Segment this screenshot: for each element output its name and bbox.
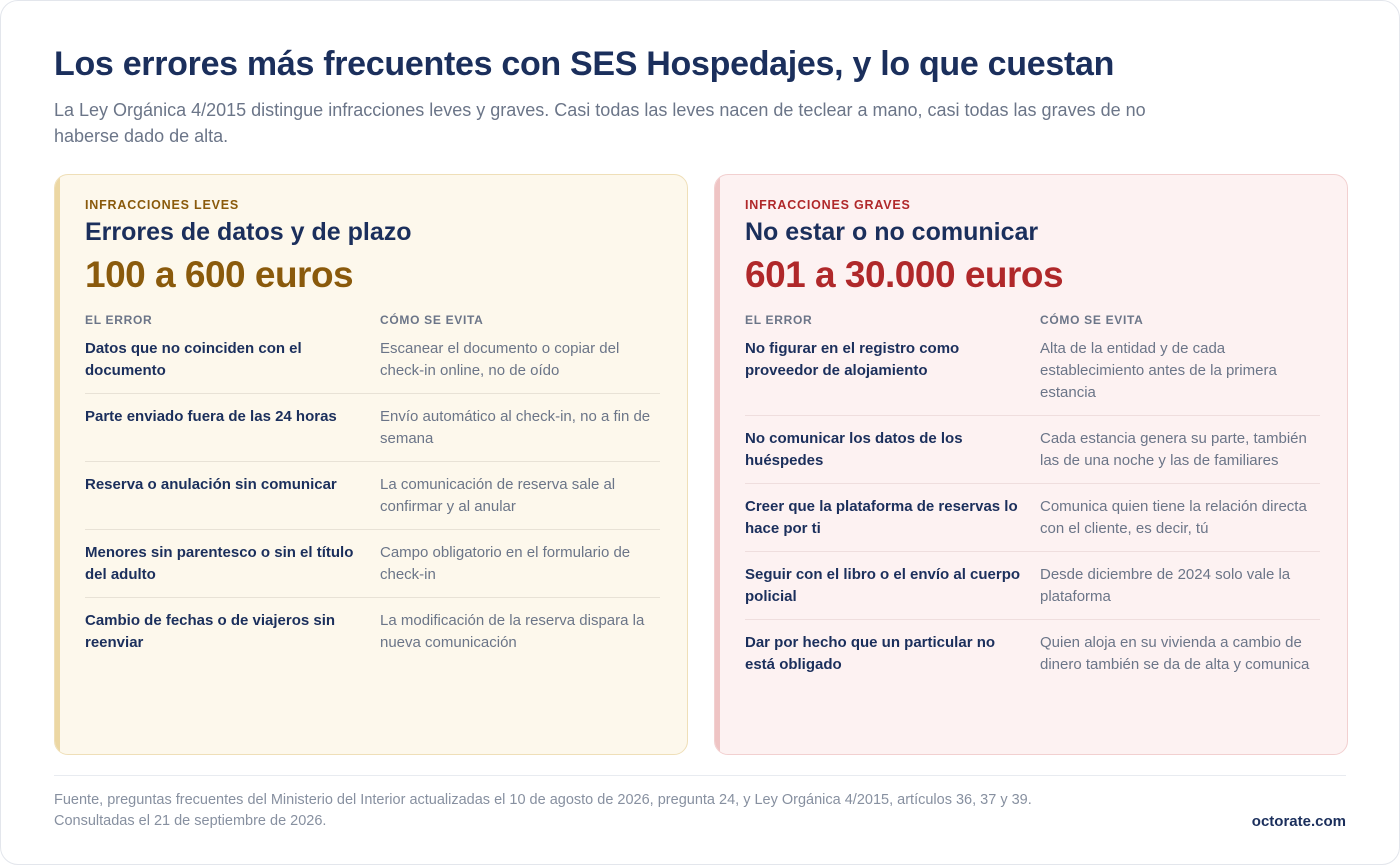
fix-cell: Quien aloja en su vivienda a cambio de d… [1040,634,1310,673]
card-infracciones-leves: INFRACCIONES LEVES Errores de datos y de… [54,174,688,755]
fix-cell: Comunica quien tiene la relación directa… [1040,498,1307,537]
fine-amount: 100 a 600 euros [85,254,354,295]
fix-cell: Envío automático al check-in, no a fin d… [380,408,651,447]
source-line: Fuente, preguntas frecuentes del Ministe… [54,792,1032,808]
card-infracciones-graves: INFRACCIONES GRAVES No estar o no comuni… [714,174,1348,755]
error-cell: Cambio de fechas o de viajeros sin reenv… [85,612,336,651]
error-cell: Parte enviado fuera de las 24 horas [85,408,337,425]
fix-cell: Escanear el documento o copiar del check… [380,340,620,379]
table-row: Dar por hecho que un particular no está … [745,620,1320,687]
page-subtitle: La Ley Orgánica 4/2015 distingue infracc… [54,100,1146,146]
table-row: No figurar en el registro como proveedor… [745,338,1320,416]
card-kicker: INFRACCIONES GRAVES [745,198,911,212]
fix-cell: Desde diciembre de 2024 solo vale la pla… [1040,566,1291,605]
error-cell: Datos que no coinciden con el documento [85,340,302,379]
error-cell: Seguir con el libro o el envío al cuerpo… [745,566,1021,605]
source-line: Consultadas el 21 de septiembre de 2026. [54,813,327,829]
table-row: Menores sin parentesco o sin el título d… [85,530,660,598]
source-note: Fuente, preguntas frecuentes del Ministe… [54,790,1154,832]
column-header-fix: CÓMO SE EVITA [1040,313,1144,327]
fine-amount: 601 a 30.000 euros [745,254,1064,295]
table-row: Creer que la plataforma de reservas lo h… [745,484,1320,552]
footer-divider [54,775,1346,776]
column-header-error: EL ERROR [745,313,813,327]
error-cell: Creer que la plataforma de reservas lo h… [745,498,1018,537]
table-body: Datos que no coinciden con el documento … [85,338,660,665]
table-row: Parte enviado fuera de las 24 horas Enví… [85,394,660,462]
table-header: EL ERROR CÓMO SE EVITA [85,313,660,327]
error-cell: Menores sin parentesco o sin el título d… [85,544,354,583]
column-header-fix: CÓMO SE EVITA [380,313,484,327]
error-cell: Reserva o anulación sin comunicar [85,476,337,493]
table-row: Datos que no coinciden con el documento … [85,338,660,394]
page-title: Los errores más frecuentes con SES Hospe… [54,45,1115,83]
fix-cell: Cada estancia genera su parte, también l… [1040,430,1307,469]
fix-cell: Campo obligatorio en el formulario de ch… [380,544,631,583]
card-title: Errores de datos y de plazo [85,218,412,246]
brand-link[interactable]: octorate.com [1251,813,1346,830]
card-kicker: INFRACCIONES LEVES [85,198,239,212]
fix-cell: La comunicación de reserva sale al confi… [380,476,616,515]
column-header-error: EL ERROR [85,313,153,327]
fix-cell: La modificación de la reserva dispara la… [380,612,645,651]
table-row: No comunicar los datos de los huéspedes … [745,416,1320,484]
card-title: No estar o no comunicar [745,218,1039,246]
error-cell: Dar por hecho que un particular no está … [745,634,996,673]
table-body: No figurar en el registro como proveedor… [745,338,1320,687]
table-row: Seguir con el libro o el envío al cuerpo… [745,552,1320,620]
table-header: EL ERROR CÓMO SE EVITA [745,313,1320,327]
table-row: Reserva o anulación sin comunicar La com… [85,462,660,530]
fix-cell: Alta de la entidad y de cada establecimi… [1040,340,1277,401]
error-cell: No figurar en el registro como proveedor… [745,340,960,379]
table-row: Cambio de fechas o de viajeros sin reenv… [85,598,660,665]
error-cell: No comunicar los datos de los huéspedes [745,430,963,469]
